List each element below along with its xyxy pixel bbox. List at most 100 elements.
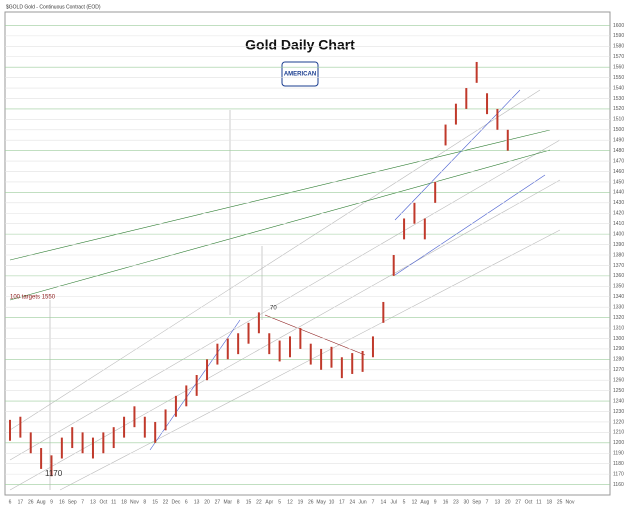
- x-tick-label: 22: [256, 499, 262, 505]
- y-tick-label: 1390: [613, 242, 624, 248]
- y-tick-label: 1230: [613, 409, 624, 415]
- y-tick-label: 1370: [613, 263, 624, 269]
- y-tick-label: 1500: [613, 127, 624, 133]
- x-tick-label: 27: [515, 499, 521, 505]
- x-tick-label: 8: [237, 499, 240, 505]
- trend-line: [9, 179, 561, 491]
- x-tick-label: 16: [59, 499, 65, 505]
- x-tick-label: Aug: [420, 499, 429, 505]
- y-tick-label: 1310: [613, 325, 624, 331]
- trend-line: [394, 174, 546, 276]
- x-tick-label: 23: [453, 499, 459, 505]
- x-tick-label: Jul: [391, 499, 397, 505]
- x-tick-label: 10: [329, 499, 335, 505]
- y-tick-label: 1340: [613, 294, 624, 300]
- x-tick-label: 20: [204, 499, 210, 505]
- x-tick-label: 17: [18, 499, 24, 505]
- annotation: 1170: [45, 469, 63, 478]
- x-tick-label: 11: [536, 499, 541, 505]
- y-tick-label: 1220: [613, 419, 624, 425]
- y-tick-label: 1380: [613, 252, 624, 258]
- chart-title: Gold Daily Chart: [245, 37, 355, 53]
- x-tick-label: 20: [505, 499, 511, 505]
- trend-lines: [9, 89, 561, 491]
- x-tick-label: Nov: [566, 499, 575, 505]
- trend-line: [9, 89, 541, 431]
- x-tick-label: 12: [412, 499, 418, 505]
- y-tick-label: 1410: [613, 221, 624, 227]
- y-tick-label: 1360: [613, 273, 624, 279]
- x-tick-label: Apr: [265, 499, 273, 505]
- x-tick-label: 8: [143, 499, 146, 505]
- annotation: 100 targets 1550: [10, 295, 56, 301]
- trend-line: [394, 89, 521, 221]
- trend-line: [9, 129, 551, 261]
- x-tick-label: Aug: [37, 499, 46, 505]
- y-tick-label: 1250: [613, 388, 624, 394]
- y-tick-label: 1210: [613, 430, 624, 436]
- x-tick-label: 22: [163, 499, 169, 505]
- trend-line: [264, 314, 366, 356]
- y-tick-label: 1330: [613, 305, 624, 311]
- x-tick-label: 27: [215, 499, 221, 505]
- x-tick-label: 26: [308, 499, 314, 505]
- x-tick-label: 6: [185, 499, 188, 505]
- x-tick-label: Dec: [171, 499, 180, 505]
- y-tick-label: 1420: [613, 211, 624, 217]
- x-tick-label: 17: [339, 499, 345, 505]
- plot-frame: [4, 11, 611, 496]
- x-tick-label: 14: [381, 499, 387, 505]
- x-tick-label: 7: [372, 499, 375, 505]
- x-tick-label: Nov: [130, 499, 139, 505]
- x-tick-label: Mar: [223, 499, 232, 505]
- x-tick-label: 13: [90, 499, 96, 505]
- logo-box: [281, 61, 319, 87]
- y-tick-label: 1320: [613, 315, 624, 321]
- y-tick-label: 1280: [613, 357, 624, 363]
- x-tick-label: 25: [557, 499, 563, 505]
- x-tick-label: Oct: [525, 499, 533, 505]
- y-tick-label: 1540: [613, 85, 624, 91]
- x-tick-label: 13: [495, 499, 501, 505]
- x-tick-label: 11: [111, 499, 116, 505]
- y-tick-label: 1450: [613, 179, 624, 185]
- x-tick-label: 30: [464, 499, 470, 505]
- y-tick-label: 1190: [613, 451, 624, 457]
- x-tick-label: 24: [349, 499, 355, 505]
- y-tick-label: 1520: [613, 106, 624, 112]
- y-tick-label: 1580: [613, 44, 624, 50]
- y-tick-label: 1350: [613, 284, 624, 290]
- x-tick-label: 5: [403, 499, 406, 505]
- y-tick-label: 1510: [613, 117, 624, 123]
- y-tick-label: 1170: [613, 471, 624, 477]
- y-tick-label: 1480: [613, 148, 624, 154]
- x-tick-label: 9: [50, 499, 53, 505]
- y-tick-label: 1590: [613, 33, 624, 39]
- x-tick-label: 9: [434, 499, 437, 505]
- x-tick-label: May: [316, 499, 326, 505]
- y-tick-label: 1530: [613, 96, 624, 102]
- y-tick-label: 1460: [613, 169, 624, 175]
- x-tick-label: Sep: [472, 499, 481, 505]
- y-tick-label: 1200: [613, 440, 624, 446]
- x-tick-label: Jun: [359, 499, 367, 505]
- y-tick-label: 1490: [613, 138, 624, 144]
- x-tick-label: 15: [152, 499, 158, 505]
- x-tick-label: 19: [298, 499, 304, 505]
- x-tick-label: Sep: [68, 499, 77, 505]
- y-tick-label: 1570: [613, 54, 624, 60]
- x-tick-label: 16: [443, 499, 449, 505]
- y-tick-label: 1270: [613, 367, 624, 373]
- x-tick-label: Oct: [99, 499, 107, 505]
- x-tick-label: 18: [546, 499, 552, 505]
- x-tick-label: 5: [278, 499, 281, 505]
- logo: AMERICAN: [281, 61, 319, 87]
- trend-line: [9, 149, 551, 301]
- x-tick-label: 7: [486, 499, 489, 505]
- x-tick-label: 18: [121, 499, 127, 505]
- trend-line: [9, 139, 561, 461]
- x-tick-label: 13: [194, 499, 200, 505]
- y-tick-label: 1560: [613, 65, 624, 71]
